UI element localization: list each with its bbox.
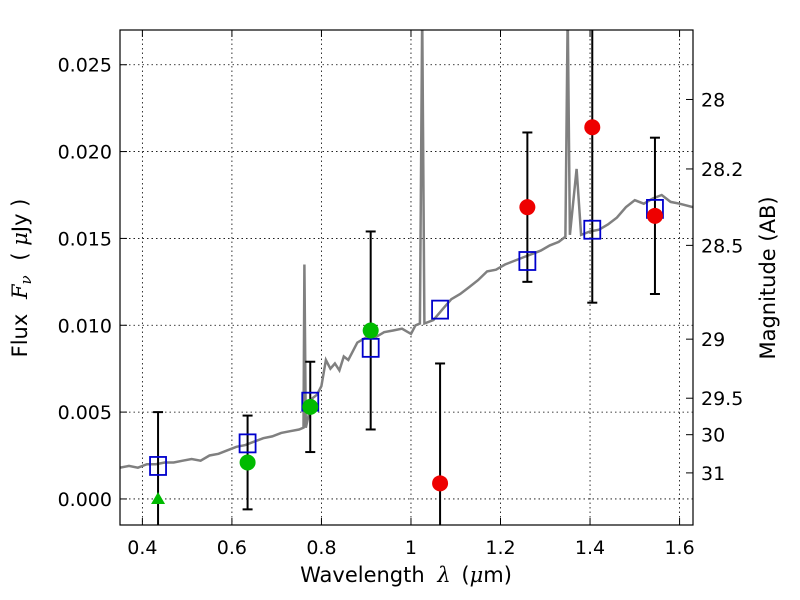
x-tick-label: 0.6 (217, 537, 247, 559)
y-tick-label: 0.020 (58, 142, 112, 164)
observed-point-green (362, 322, 379, 339)
observed-point-red (584, 119, 601, 136)
y-tick-label: 0.010 (58, 315, 112, 337)
model-squares (149, 198, 664, 476)
y-tick-label: 0.000 (58, 489, 112, 511)
y-axis-label: Flux Fν ( μJy ) (8, 199, 36, 358)
model-square (149, 456, 167, 476)
y2-tick-label: 28.2 (701, 159, 743, 181)
y2-tick-label: 28.5 (701, 235, 743, 257)
y-tick-label: 0.005 (58, 402, 112, 424)
model-square (238, 433, 257, 454)
y2-tick-label: 30 (701, 425, 725, 447)
y2-tick-label: 28 (701, 89, 725, 111)
observed-point-red (646, 207, 663, 224)
x-tick-label: 1.4 (575, 537, 605, 559)
y2-tick-label: 31 (701, 463, 725, 485)
y-tick-label: 0.015 (58, 228, 112, 250)
y2-axis-ticks: 28 28.2 28.5 29 29.5 30 31 (686, 89, 743, 485)
spectrum-line (120, 30, 693, 469)
upper-limit-triangle (151, 491, 166, 504)
model-square (518, 251, 537, 271)
observed-point-red (432, 475, 449, 492)
observed-point-green (239, 454, 256, 471)
x-tick-label: 1 (405, 537, 417, 559)
model-square (583, 219, 602, 240)
observed-point-green (302, 398, 319, 415)
grid-lines (120, 30, 693, 525)
x-tick-label: 0.4 (127, 537, 157, 559)
y2-axis-label: Magnitude (AB) (756, 196, 780, 359)
y-tick-label: 0.025 (58, 55, 112, 77)
y2-tick-label: 29.5 (701, 388, 743, 410)
y2-tick-label: 29 (701, 329, 725, 351)
y-axis-ticks: 0.000 0.005 0.010 0.015 0.020 0.025 (58, 55, 127, 511)
x-tick-label: 1.6 (664, 537, 694, 559)
observed-point-red (519, 199, 536, 216)
observed-points (151, 119, 663, 504)
plot-frame (119, 29, 694, 526)
model-square (361, 337, 380, 358)
model-square (431, 299, 449, 320)
x-tick-label: 0.8 (306, 537, 336, 559)
x-axis-label: Wavelength λ (μm) (300, 563, 512, 587)
x-axis-ticks: 0.4 0.6 0.8 1 1.2 1.4 1.6 (127, 30, 695, 559)
x-tick-label: 1.2 (485, 537, 515, 559)
error-bars (153, 30, 660, 525)
